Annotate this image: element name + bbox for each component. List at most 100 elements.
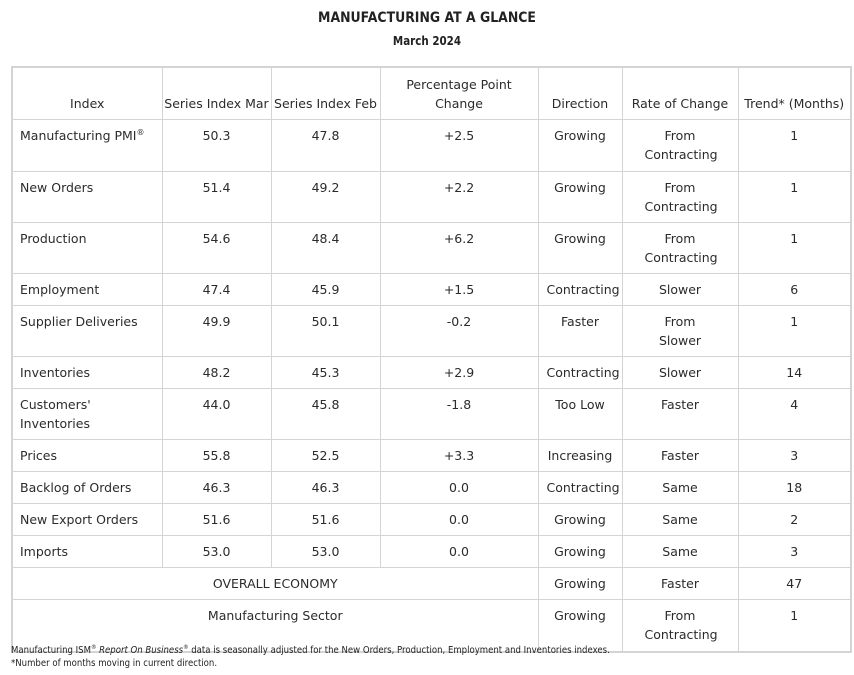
cell-change: +2.9 — [379, 356, 539, 389]
summary-rate: From Contracting — [621, 599, 739, 652]
index-name-text: Imports — [20, 544, 68, 559]
cell-trend: 1 — [737, 222, 852, 274]
cell-rate: Same — [621, 471, 739, 504]
header-series-feb: Series Index Feb — [270, 66, 381, 120]
cell-trend: 2 — [737, 503, 852, 536]
index-name-text: Customers' Inventories — [20, 397, 91, 431]
index-name-text: Manufacturing PMI — [20, 128, 137, 143]
table-row: New Orders 51.4 49.2 +2.2 Growing From Contra… — [11, 171, 852, 223]
cell-rate: From Contracting — [621, 119, 739, 172]
cell-mar: 49.9 — [161, 305, 272, 357]
page-title: MANUFACTURING AT A GLANCE — [318, 10, 536, 26]
cell-change: 0.0 — [379, 503, 539, 536]
registered-mark: ® — [136, 128, 145, 137]
table-row: Employment 47.4 45.9 +1.5 Contracting Slower 6 — [11, 273, 852, 306]
cell-feb: 48.4 — [270, 222, 381, 274]
row-index-name: Customers' Inventories — [11, 388, 163, 440]
row-index-name: Supplier Deliveries — [11, 305, 163, 357]
index-name-text: Prices — [20, 448, 58, 463]
table-row: Imports 53.0 53.0 0.0 Growing Same 3 — [11, 535, 852, 568]
cell-trend: 18 — [737, 471, 852, 504]
table-row: Customers' Inventories 44.0 45.8 -1.8 Too Lo… — [11, 388, 852, 440]
cell-change: +2.5 — [379, 119, 539, 172]
cell-mar: 46.3 — [161, 471, 272, 504]
page-subtitle: March 2024 — [392, 34, 462, 48]
row-index-name: Prices — [11, 439, 163, 472]
footnote-prefix: Manufacturing ISM — [11, 645, 91, 656]
cell-mar: 48.2 — [161, 356, 272, 389]
summary-row: OVERALL ECONOMY Growing Faster 47 — [11, 567, 852, 600]
row-index-name: New Orders — [11, 171, 163, 223]
cell-rate: Slower — [621, 273, 739, 306]
cell-feb: 53.0 — [270, 535, 381, 568]
table-row: New Export Orders 51.6 51.6 0.0 Growing Same 2 — [11, 503, 852, 536]
cell-direction: Faster — [537, 305, 623, 357]
row-index-name: Imports — [11, 535, 163, 568]
table-row: Prices 55.8 52.5 +3.3 Increasing Faster 3 — [11, 439, 852, 472]
summary-rate: Faster — [621, 567, 739, 600]
cell-change: +2.2 — [379, 171, 539, 223]
cell-feb: 50.1 — [270, 305, 381, 357]
summary-direction: Growing — [537, 599, 623, 652]
header-direction: Direction — [537, 66, 623, 120]
cell-trend: 3 — [737, 439, 852, 472]
cell-trend: 6 — [737, 273, 852, 306]
cell-trend: 1 — [737, 119, 852, 172]
row-index-name: Manufacturing PMI® — [11, 119, 163, 172]
header-index: Index — [11, 66, 163, 120]
table-row: Backlog of Orders 46.3 46.3 0.0 Contracting S… — [11, 471, 852, 504]
cell-change: +6.2 — [379, 222, 539, 274]
cell-feb: 49.2 — [270, 171, 381, 223]
cell-feb: 45.3 — [270, 356, 381, 389]
cell-trend: 14 — [737, 356, 852, 389]
header-row: Index Series Index Mar Series Index Feb … — [11, 66, 852, 120]
summary-direction: Growing — [537, 567, 623, 600]
cell-change: 0.0 — [379, 471, 539, 504]
header-trend: Trend* (Months) — [737, 66, 852, 120]
registered-mark: ® — [90, 644, 97, 651]
table-row: Manufacturing PMI® 50.3 47.8 +2.5 Growing Fro… — [11, 119, 852, 172]
cell-rate: Faster — [621, 388, 739, 440]
cell-mar: 54.6 — [161, 222, 272, 274]
table-row: Production 54.6 48.4 +6.2 Growing From Contra… — [11, 222, 852, 274]
registered-mark: ® — [183, 644, 189, 651]
cell-rate: From Contracting — [621, 171, 739, 223]
cell-feb: 45.9 — [270, 273, 381, 306]
table-row: Supplier Deliveries 49.9 50.1 -0.2 Faster Fro… — [11, 305, 852, 357]
footnote-suffix: data is seasonally adjusted for the New … — [188, 645, 610, 656]
cell-mar: 51.4 — [161, 171, 272, 223]
cell-trend: 1 — [737, 171, 852, 223]
table-row: Inventories 48.2 45.3 +2.9 Contracting Slower… — [11, 356, 852, 389]
cell-direction: Growing — [537, 535, 623, 568]
cell-feb: 47.8 — [270, 119, 381, 172]
cell-rate: From Slower — [621, 305, 739, 357]
row-index-name: Employment — [11, 273, 163, 306]
cell-rate: From Contracting — [621, 222, 739, 274]
cell-rate: Same — [621, 503, 739, 536]
manufacturing-table: Index Series Index Mar Series Index Feb … — [11, 66, 852, 653]
cell-feb: 52.5 — [270, 439, 381, 472]
cell-mar: 55.8 — [161, 439, 272, 472]
cell-change: +1.5 — [379, 273, 539, 306]
index-name-text: Employment — [20, 282, 100, 297]
footnote-trend: *Number of months moving in current dire… — [11, 658, 218, 669]
cell-change: -0.2 — [379, 305, 539, 357]
summary-label: Manufacturing Sector — [11, 599, 539, 652]
row-index-name: Production — [11, 222, 163, 274]
cell-change: -1.8 — [379, 388, 539, 440]
index-name-text: Inventories — [20, 365, 90, 380]
cell-rate: Faster — [621, 439, 739, 472]
cell-feb: 45.8 — [270, 388, 381, 440]
header-rate: Rate of Change — [621, 66, 739, 120]
cell-feb: 51.6 — [270, 503, 381, 536]
row-index-name: Backlog of Orders — [11, 471, 163, 504]
cell-direction: Growing — [537, 222, 623, 274]
cell-mar: 50.3 — [161, 119, 272, 172]
footnote-seasonal: Manufacturing ISM® Report On Business® d… — [11, 644, 610, 657]
cell-change: +3.3 — [379, 439, 539, 472]
cell-direction: Too Low — [537, 388, 623, 440]
index-name-text: New Export Orders — [20, 512, 139, 527]
cell-feb: 46.3 — [270, 471, 381, 504]
index-name-text: Backlog of Orders — [20, 480, 132, 495]
summary-label: OVERALL ECONOMY — [11, 567, 539, 600]
